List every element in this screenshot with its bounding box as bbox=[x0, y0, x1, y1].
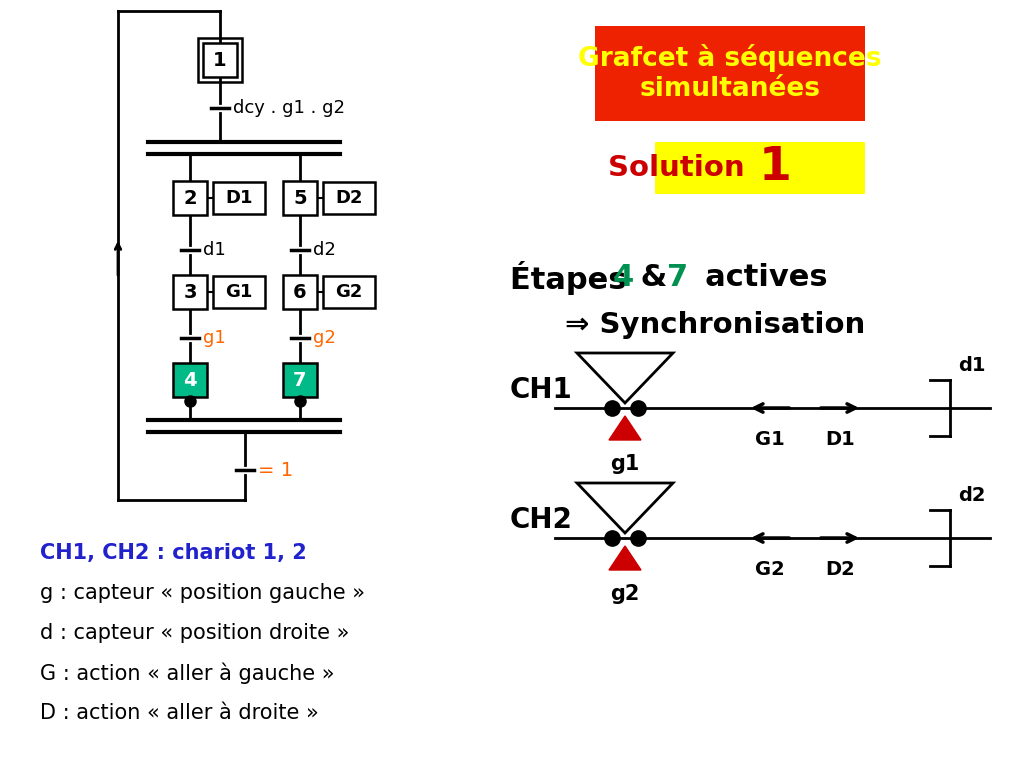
Text: 1: 1 bbox=[759, 145, 792, 190]
Text: 2: 2 bbox=[183, 188, 197, 207]
Bar bbox=[173, 363, 207, 397]
Bar bbox=[655, 142, 865, 194]
Text: d2: d2 bbox=[313, 241, 336, 259]
Text: 7: 7 bbox=[667, 263, 688, 293]
Text: ⇒ Synchronisation: ⇒ Synchronisation bbox=[565, 311, 865, 339]
Text: CH1: CH1 bbox=[510, 376, 572, 404]
Text: D1: D1 bbox=[825, 430, 855, 449]
Bar bbox=[173, 181, 207, 215]
Text: CH2: CH2 bbox=[510, 506, 572, 534]
Text: CH1, CH2 : chariot 1, 2: CH1, CH2 : chariot 1, 2 bbox=[40, 543, 307, 563]
Bar bbox=[198, 38, 242, 82]
Polygon shape bbox=[609, 416, 641, 440]
Bar bbox=[323, 182, 375, 214]
Text: g : capteur « position gauche »: g : capteur « position gauche » bbox=[40, 583, 365, 603]
Text: Grafcet à séquences
simultanées: Grafcet à séquences simultanées bbox=[579, 44, 882, 102]
Text: d : capteur « position droite »: d : capteur « position droite » bbox=[40, 623, 349, 643]
Bar bbox=[213, 182, 265, 214]
Text: Étapes: Étapes bbox=[510, 261, 637, 295]
Text: g2: g2 bbox=[610, 584, 640, 604]
Bar bbox=[283, 363, 317, 397]
Bar bbox=[283, 181, 317, 215]
Text: g1: g1 bbox=[203, 329, 225, 347]
Text: G2: G2 bbox=[755, 560, 784, 579]
Text: Solution: Solution bbox=[608, 154, 755, 182]
Polygon shape bbox=[609, 546, 641, 570]
Text: G1: G1 bbox=[755, 430, 784, 449]
Text: 7: 7 bbox=[293, 370, 307, 389]
Polygon shape bbox=[577, 483, 673, 533]
Text: g2: g2 bbox=[313, 329, 336, 347]
Bar bbox=[283, 275, 317, 309]
Text: G1: G1 bbox=[225, 283, 253, 301]
Text: dcy . g1 . g2: dcy . g1 . g2 bbox=[233, 99, 345, 117]
Text: G2: G2 bbox=[335, 283, 362, 301]
Text: d2: d2 bbox=[958, 486, 985, 505]
Bar bbox=[173, 275, 207, 309]
Bar bbox=[323, 276, 375, 308]
Text: d1: d1 bbox=[203, 241, 225, 259]
Text: actives: actives bbox=[684, 263, 827, 293]
Text: &: & bbox=[630, 263, 678, 293]
Text: 4: 4 bbox=[613, 263, 634, 293]
Text: 5: 5 bbox=[293, 188, 307, 207]
Text: D : action « aller à droite »: D : action « aller à droite » bbox=[40, 703, 318, 723]
Text: D1: D1 bbox=[225, 189, 253, 207]
Text: 1: 1 bbox=[213, 51, 226, 69]
Text: D2: D2 bbox=[825, 560, 855, 579]
Text: 6: 6 bbox=[293, 283, 307, 302]
Text: D2: D2 bbox=[335, 189, 362, 207]
Bar bbox=[203, 43, 237, 77]
Text: G : action « aller à gauche »: G : action « aller à gauche » bbox=[40, 662, 335, 684]
Text: = 1: = 1 bbox=[258, 461, 293, 479]
Text: g1: g1 bbox=[610, 454, 640, 474]
Bar bbox=[595, 25, 865, 121]
Text: 3: 3 bbox=[183, 283, 197, 302]
Polygon shape bbox=[577, 353, 673, 403]
Text: d1: d1 bbox=[958, 356, 985, 375]
Text: 4: 4 bbox=[183, 370, 197, 389]
Bar bbox=[213, 276, 265, 308]
